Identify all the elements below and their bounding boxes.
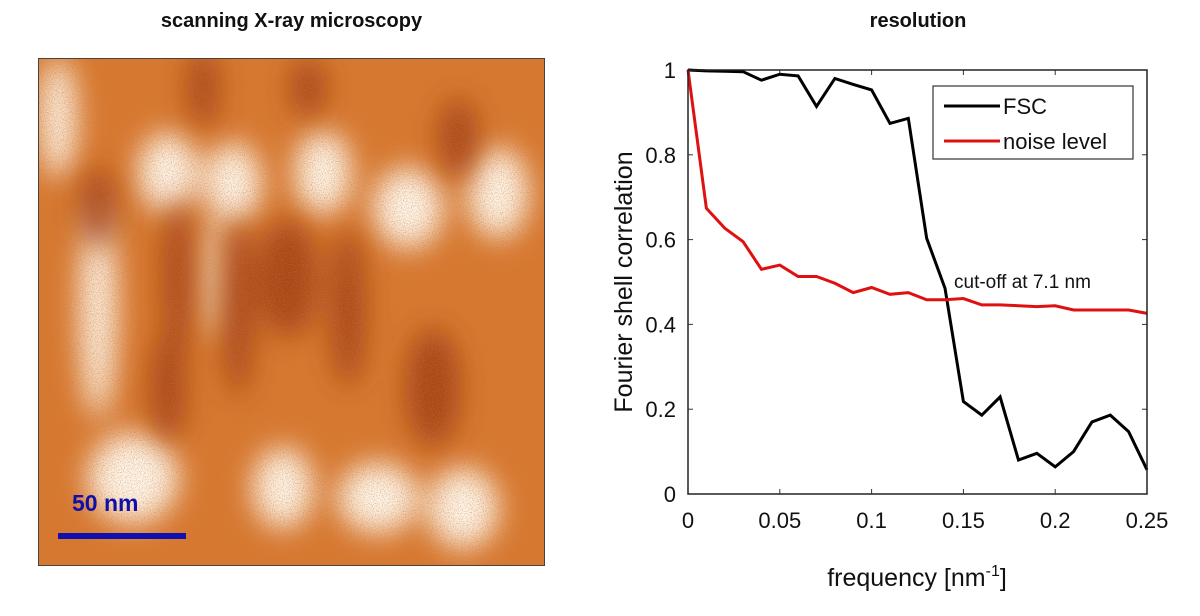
x-tick-label: 0	[682, 508, 694, 533]
y-tick-label: 1	[664, 58, 676, 83]
legend-label-noise: noise level	[1003, 129, 1107, 154]
y-tick-label: 0.2	[645, 397, 676, 422]
scale-bar-label: 50 nm	[72, 490, 139, 516]
microscopy-title: scanning X-ray microscopy	[160, 10, 423, 32]
x-axis-label: frequency [nm-1]	[827, 563, 1007, 592]
legend-label-fsc: FSC	[1003, 94, 1047, 119]
x-tick-label: 0.1	[856, 508, 887, 533]
microscopy-image	[38, 58, 545, 566]
y-tick-label: 0.4	[645, 312, 676, 337]
series-line-noise-level	[686, 69, 1148, 315]
series-line-fsc	[687, 68, 1149, 471]
x-tick-label: 0.05	[758, 508, 801, 533]
cutoff-annotation: cut-off at 7.1 nm	[954, 272, 1091, 293]
plot-frame	[687, 69, 1148, 495]
legend: FSC noise level	[932, 85, 1134, 160]
y-tick-label: 0.6	[645, 228, 676, 253]
chart-title: resolution	[869, 10, 967, 32]
y-tick-label: 0.8	[645, 143, 676, 168]
scale-bar	[58, 533, 186, 539]
x-tick-label: 0.2	[1040, 508, 1071, 533]
y-axis-label: Fourier shell correlation	[610, 151, 638, 412]
x-tick-label: 0.15	[942, 508, 985, 533]
x-tick-label: 0.25	[1126, 508, 1169, 533]
y-tick-label: 0	[664, 482, 676, 507]
